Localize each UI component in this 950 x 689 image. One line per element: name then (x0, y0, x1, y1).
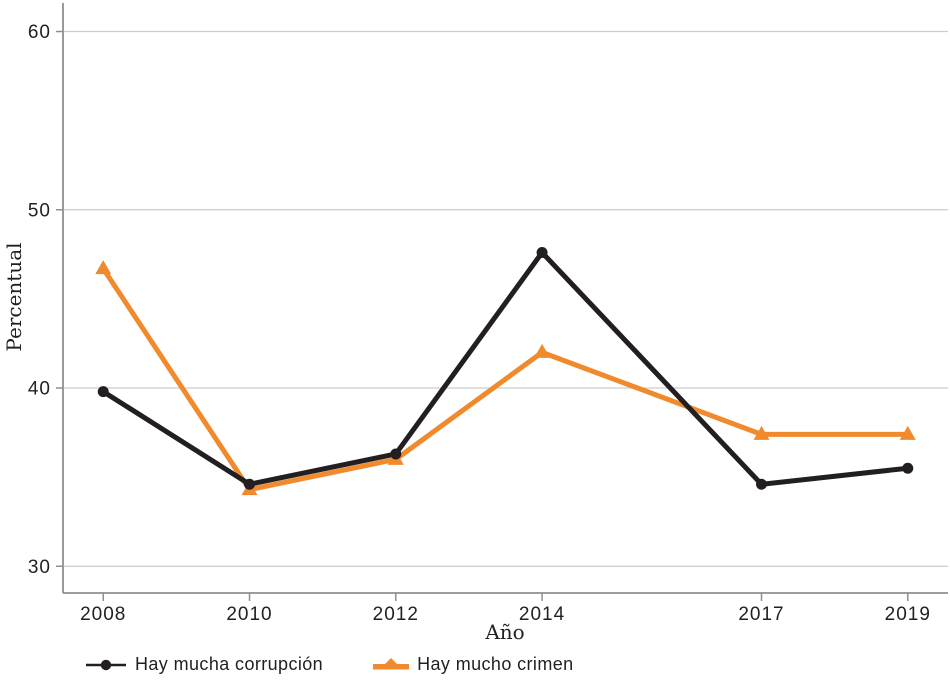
data-point-triangle (534, 343, 551, 358)
legend-label-corruption: Hay mucha corrupción (135, 654, 324, 674)
series-line-0 (100, 250, 911, 487)
x-tick-label: 2019 (885, 604, 931, 625)
data-point-triangle (899, 425, 916, 440)
data-point-circle (536, 247, 548, 259)
legend-line-triangle-icon (373, 657, 410, 669)
legend-label-crime: Hay mucho crimen (417, 654, 574, 674)
series-line-1 (100, 266, 911, 493)
x-axis-title: Año (485, 620, 525, 644)
legend-line-circle-icon (86, 659, 126, 670)
data-point-circle (902, 462, 914, 474)
y-tick-label: 50 (28, 200, 51, 221)
data-point-triangle (95, 260, 112, 275)
legend-item-corruption: Hay mucha corrupción (85, 654, 323, 675)
x-tick-label: 2008 (80, 604, 126, 625)
y-tick-label: 30 (28, 557, 51, 578)
data-point-circle (390, 448, 402, 460)
x-tick-label: 2014 (519, 604, 565, 625)
data-point-circle (755, 478, 767, 490)
legend: Hay mucha corrupción Hay mucho crimen (85, 654, 574, 675)
data-point-triangle (753, 425, 770, 440)
legend-item-crime: Hay mucho crimen (373, 654, 573, 675)
data-point-circle (97, 386, 109, 398)
data-point-circle (244, 478, 256, 490)
x-tick-label: 2012 (373, 604, 419, 625)
x-tick-label: 2017 (738, 604, 784, 625)
y-axis-title: Percentual (2, 242, 26, 352)
y-tick-label: 40 (28, 379, 51, 400)
x-tick-label: 2010 (226, 604, 272, 625)
y-tick-label: 60 (28, 22, 51, 43)
